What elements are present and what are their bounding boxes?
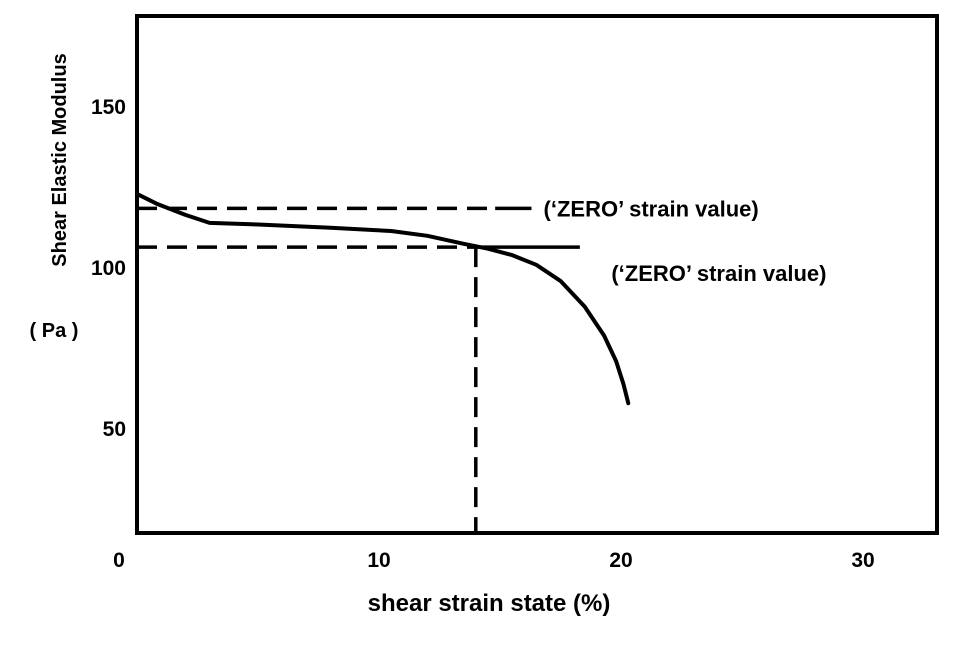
y-tick-label-100: 100 xyxy=(91,257,126,280)
y-tick-label-150: 150 xyxy=(91,96,126,119)
annotation-zero-strain-1: (‘ZERO’ strain value) xyxy=(611,261,826,286)
reference-lines-layer xyxy=(137,206,580,533)
y-axis-unit: ( Pa ) xyxy=(30,320,79,342)
x-tick-label-30: 30 xyxy=(851,549,874,572)
series-line-0 xyxy=(135,191,631,406)
x-tick-label-0: 0 xyxy=(113,549,125,572)
y-tick-label-50: 50 xyxy=(103,418,126,441)
series-layer xyxy=(135,191,631,406)
plot-frame xyxy=(135,14,939,535)
x-tick-label-20: 20 xyxy=(609,549,632,572)
tick-labels-layer: 0 10 20 30 50 100 150 xyxy=(91,96,875,572)
annotation-zero-strain-0: (‘ZERO’ strain value) xyxy=(544,196,759,221)
annotations-layer: (‘ZERO’ strain value) (‘ZERO’ strain valu… xyxy=(544,196,827,285)
y-axis-label: Shear Elastic Modulus xyxy=(49,53,71,266)
x-tick-label-10: 10 xyxy=(367,549,390,572)
x-axis-label: shear strain state (%) xyxy=(368,590,611,617)
